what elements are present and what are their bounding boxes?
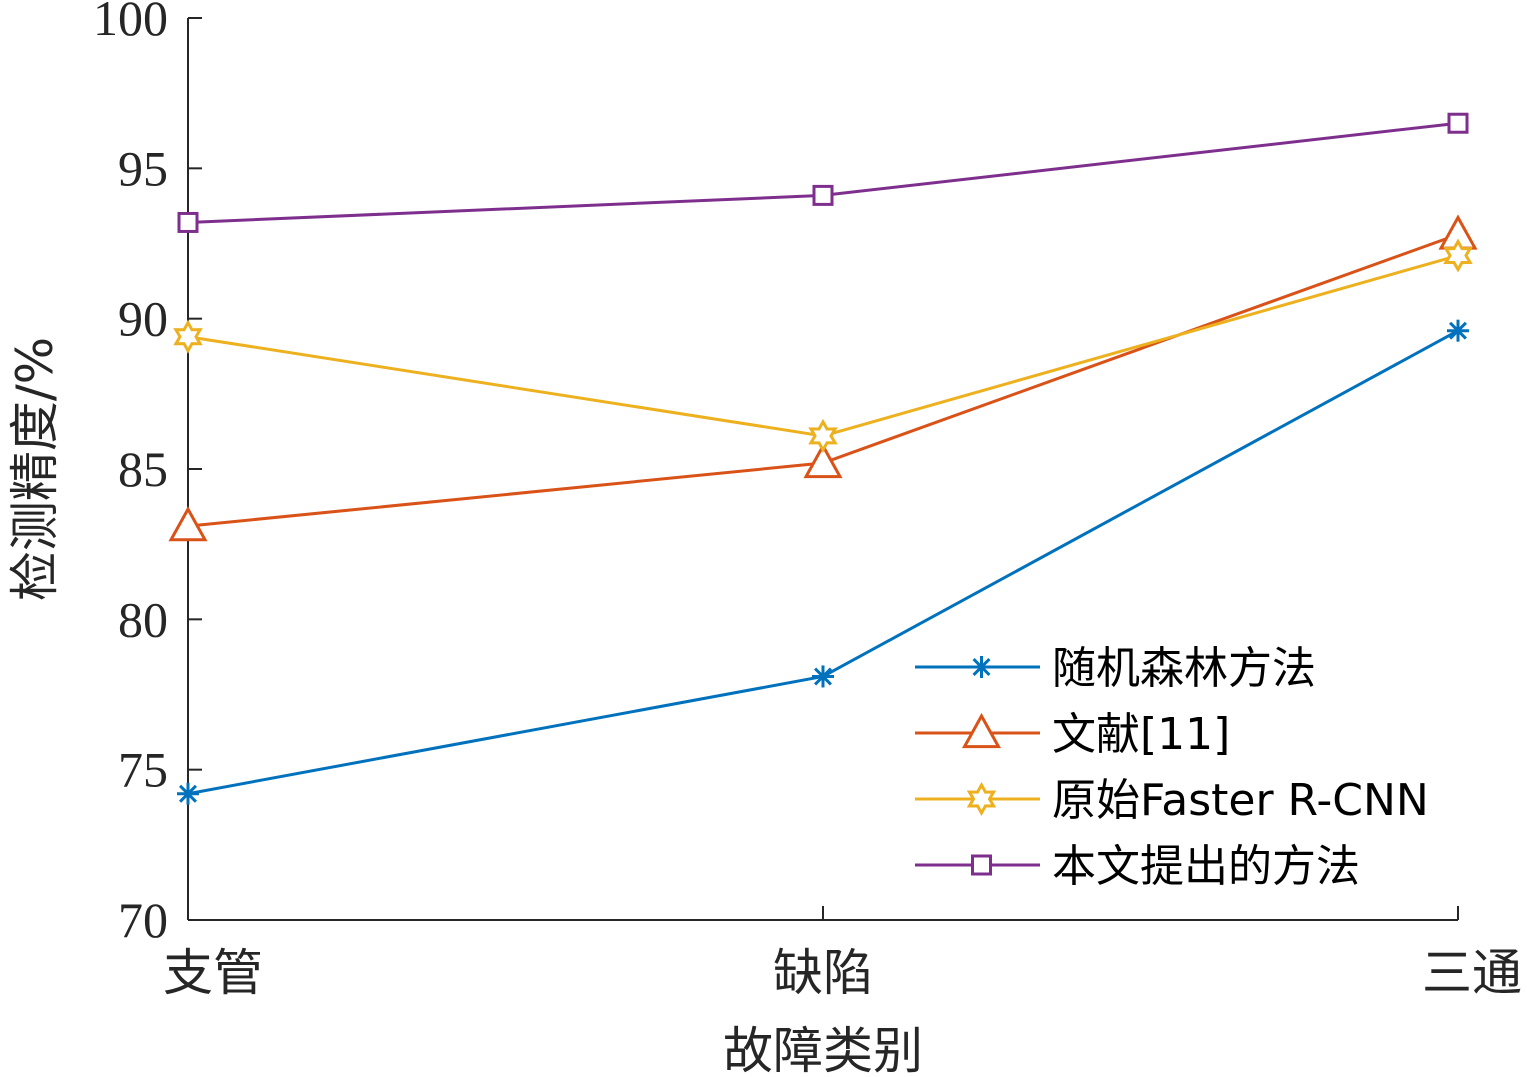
marker-triangle [803,442,843,479]
marker-asterisk [1447,319,1469,342]
marker-hexagram [808,418,838,453]
legend-item: 随机森林方法 [915,643,1316,694]
marker-square [177,211,199,233]
marker-hexagram [966,781,997,817]
legend-item: 原始Faster R-CNN [915,775,1429,826]
series-2 [173,238,1473,453]
marker-triangle [168,506,208,542]
x-tick-label: 支管 [163,944,263,1002]
y-axis-title: 检测精度/% [6,337,64,601]
series-line [187,329,1459,796]
chart-axes: 70 75 80 85 90 95 100 支管 缺陷 三通 [93,0,1522,1002]
marker-stroke [179,784,197,803]
marker-square [1447,112,1469,134]
y-tick-label: 70 [118,892,168,948]
series-line [187,233,1459,528]
marker-square [812,184,834,206]
marker-hexagram [173,319,203,354]
y-tick-label: 80 [118,591,168,647]
series-0 [177,319,1469,805]
series-layer [168,112,1478,805]
series-3 [177,112,1469,233]
x-tick-label: 三通 [1422,944,1522,1002]
marker-asterisk [177,782,199,805]
marker-stroke [1449,321,1467,340]
y-tick-label: 95 [118,140,168,196]
marker-hexagram [1443,238,1473,273]
y-tick-label: 75 [118,742,168,798]
marker-asterisk [812,665,834,688]
legend-label: 原始Faster R-CNN [1052,775,1429,826]
series-1 [168,214,1478,542]
marker-triangle [961,712,1002,749]
legend-label: 文献[11] [1052,709,1230,760]
y-tick-label: 100 [93,0,168,46]
series-line [187,254,1459,438]
marker-square [971,854,992,876]
y-tick-label: 85 [118,441,168,497]
legend-item: 本文提出的方法 [915,841,1360,892]
marker-stroke [814,667,832,686]
x-tick-label: 缺陷 [773,944,873,1002]
legend-item: 文献[11] [915,709,1230,760]
y-tick-label: 90 [118,291,168,347]
marker-stroke [972,658,991,676]
series-line [187,121,1459,224]
marker-asterisk [970,656,993,678]
legend-label: 随机森林方法 [1052,643,1316,694]
x-axis-title: 故障类别 [723,1022,923,1077]
legend-label: 本文提出的方法 [1052,841,1360,892]
